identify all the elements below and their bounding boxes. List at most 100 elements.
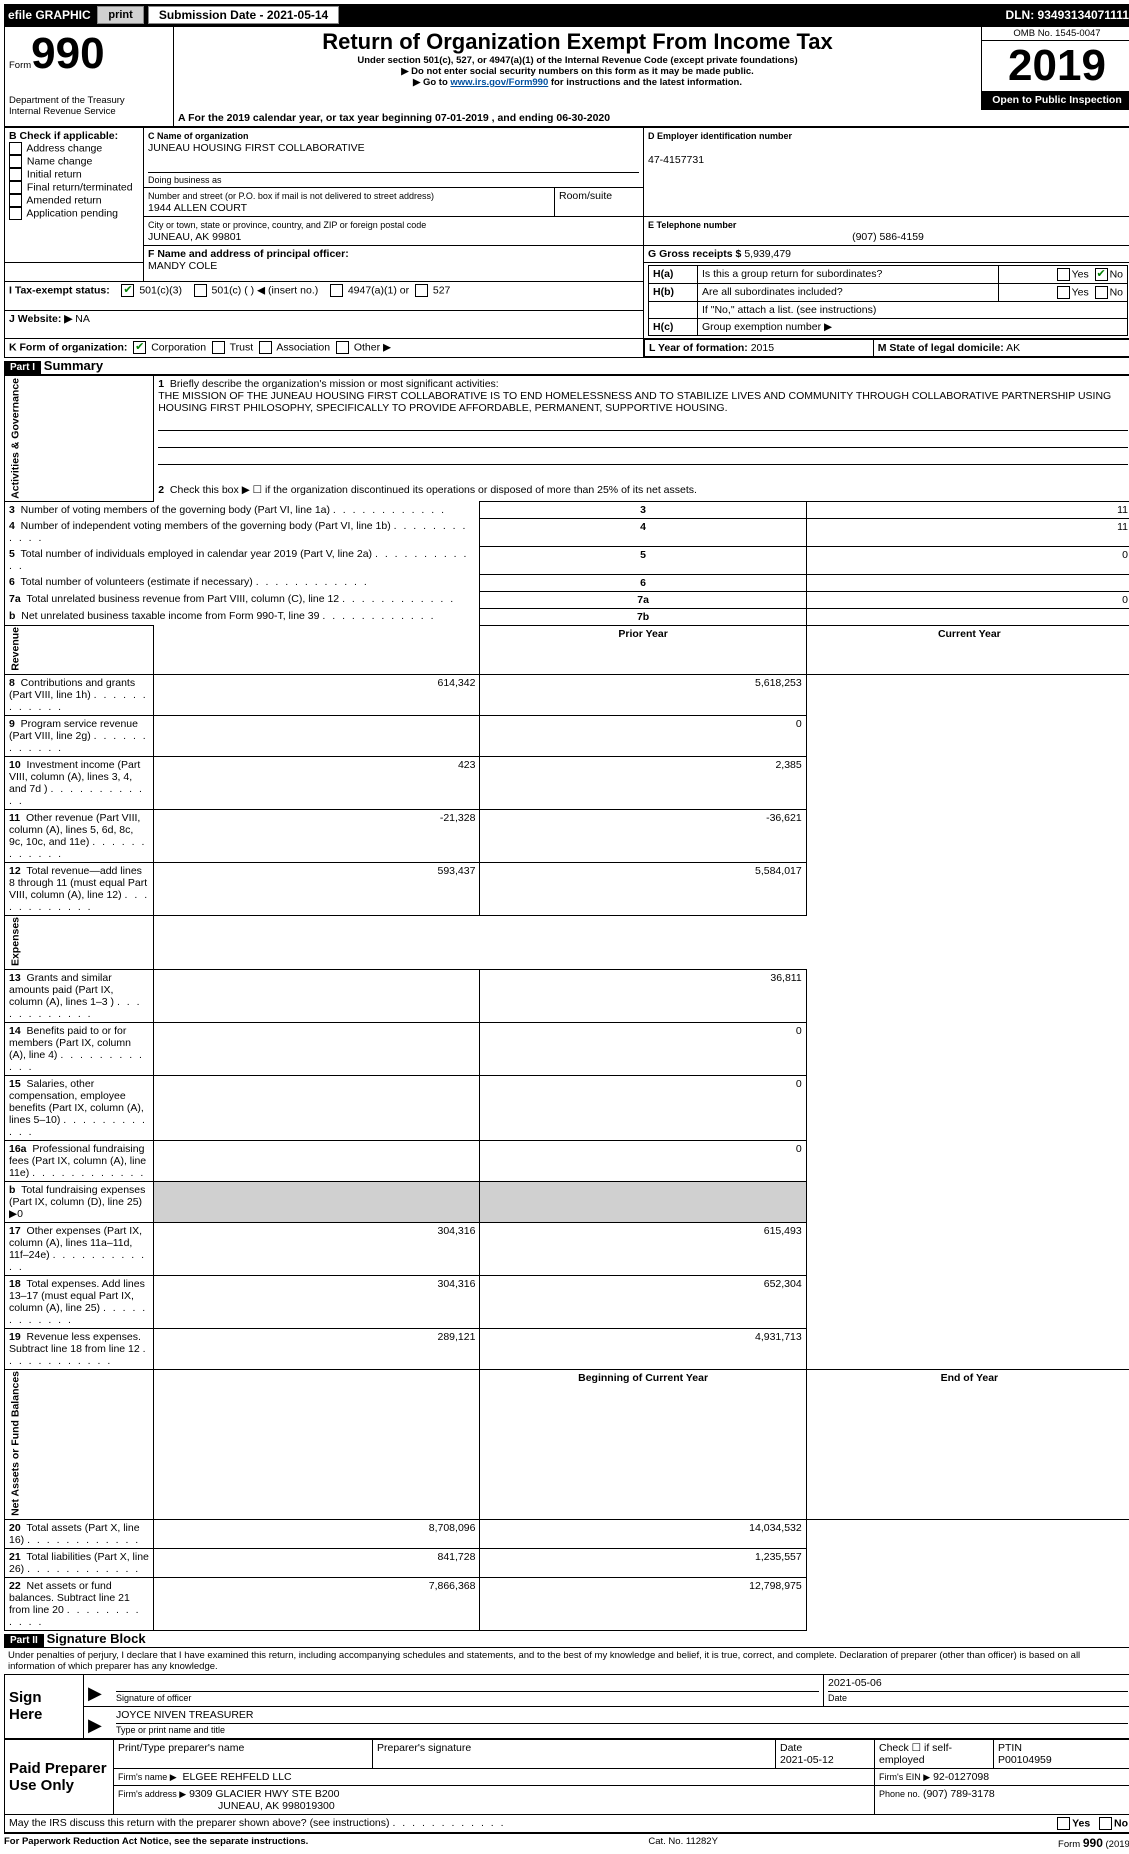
K-other-checkbox[interactable] [336,341,349,354]
B-option: Initial return [9,168,139,181]
A-mid: , and ending [492,112,557,124]
C-label: C Name of organization [148,131,249,141]
firm-addr2: JUNEAU, AK 998019300 [218,1800,335,1812]
revenue-row: 12 Total revenue—add lines 8 through 11 … [5,862,1129,915]
form-number: 990 [31,29,104,78]
net-row: 22 Net assets or fund balances. Subtract… [5,1577,1129,1630]
officer-title-label: Type or print name and title [116,1725,225,1735]
expense-row: b Total fundraising expenses (Part IX, c… [5,1181,1129,1222]
prep-name-label: Print/Type preparer's name [114,1739,373,1768]
exp-section-label: Expenses [9,918,21,967]
B-checkbox[interactable] [9,207,22,220]
L-label: L Year of formation: [649,342,748,354]
form-title: Return of Organization Exempt From Incom… [178,29,977,55]
K-corp-checkbox[interactable]: ✔ [133,341,146,354]
ptin-label: PTIN [998,1742,1022,1754]
I-4947-checkbox[interactable] [330,284,343,297]
org-name: JUNEAU HOUSING FIRST COLLABORATIVE [148,142,365,154]
F-name: MANDY COLE [148,260,217,272]
mission-text: THE MISSION OF THE JUNEAU HOUSING FIRST … [158,390,1111,414]
firm-ein-label: Firm's EIN ▶ [879,1772,930,1782]
discuss-yes-checkbox[interactable] [1057,1817,1070,1830]
B-option: Address change [9,142,139,155]
print-button[interactable]: print [97,6,143,24]
gov-row: b Net unrelated business taxable income … [5,608,1129,625]
firm-addr1: 9309 GLACIER HWY STE B200 [189,1788,339,1800]
paid-preparer-label: Paid Preparer Use Only [5,1739,114,1814]
L-value: 2015 [751,342,774,354]
street: 1944 ALLEN COURT [148,202,247,214]
discuss-no-checkbox[interactable] [1099,1817,1112,1830]
dba-label: Doing business as [148,172,639,185]
city-label: City or town, state or province, country… [148,220,426,230]
instr-2-post: for instructions and the latest informat… [548,77,742,88]
I-501c3-checkbox[interactable]: ✔ [121,284,134,297]
A-text: For the 2019 calendar year, or tax year … [188,112,435,124]
begin-year-header: Beginning of Current Year [480,1369,806,1519]
gov-row: 6 Total number of volunteers (estimate i… [5,574,1129,591]
revenue-row: 11 Other revenue (Part VIII, column (A),… [5,809,1129,862]
B-option: Final return/terminated [9,181,139,194]
partII-tag: Part II [4,1634,44,1647]
irs-link[interactable]: www.irs.gov/Form990 [450,77,548,88]
Hb-no-checkbox[interactable] [1095,286,1108,299]
firm-ein: 92-0127098 [933,1771,989,1783]
G-label: G Gross receipts $ [648,248,741,260]
Ha-yes-checkbox[interactable] [1057,268,1070,281]
cat-no: Cat. No. 11282Y [648,1836,718,1850]
gov-section-label: Activities & Governance [9,378,21,499]
B-checkbox[interactable] [9,194,22,207]
dept-label: Department of the Treasury Internal Reve… [9,95,169,117]
B-checkbox[interactable] [9,142,22,155]
Ha-prefix: H(a) [649,266,698,284]
expense-row: 17 Other expenses (Part IX, column (A), … [5,1222,1129,1275]
instr-2-pre: ▶ Go to [413,77,450,88]
firm-phone-label: Phone no. [879,1789,920,1799]
I-501c-checkbox[interactable] [194,284,207,297]
I-527-checkbox[interactable] [415,284,428,297]
street-label: Number and street (or P.O. box if mail i… [148,191,434,201]
B-label: B Check if applicable: [9,130,118,142]
efile-label: efile GRAPHIC [8,8,91,22]
prep-check-label: Check ☐ if self-employed [875,1739,994,1768]
instr-1: ▶ Do not enter social security numbers o… [178,66,977,77]
K-assoc-checkbox[interactable] [259,341,272,354]
prep-date-label: Date [780,1742,802,1754]
paperwork-notice: For Paperwork Reduction Act Notice, see … [4,1836,308,1850]
partII-title: Signature Block [47,1631,146,1646]
Ha-no-checkbox[interactable]: ✔ [1095,268,1108,281]
I-label: I Tax-exempt status: [9,285,110,297]
Hc-text: Group exemption number ▶ [698,319,1128,336]
prep-date: 2021-05-12 [780,1754,834,1766]
D-label: D Employer identification number [648,131,792,141]
firm-name-label: Firm's name ▶ [118,1772,177,1782]
A-begin: 07-01-2019 [435,112,489,124]
top-bar: efile GRAPHIC print Submission Date - 20… [4,4,1129,26]
header-table: Form990 Department of the Treasury Inter… [4,26,1129,127]
city: JUNEAU, AK 99801 [148,231,241,243]
B-checkbox[interactable] [9,181,22,194]
website: NA [75,313,90,325]
declaration: Under penalties of perjury, I declare th… [4,1648,1129,1674]
partI-table: Activities & Governance 1 Briefly descri… [4,375,1129,1631]
A-end: 06-30-2020 [556,112,610,124]
Ha-text: Is this a group return for subordinates? [698,266,999,284]
Hb-yes-checkbox[interactable] [1057,286,1070,299]
dln-label: DLN: [1006,8,1035,22]
end-year-header: End of Year [806,1369,1129,1519]
B-checkbox[interactable] [9,168,22,181]
ein: 47-4157731 [648,154,704,166]
form-subtitle: Under section 501(c), 527, or 4947(a)(1)… [178,55,977,66]
line1-label: Briefly describe the organization's miss… [170,378,499,390]
current-year-header: Current Year [806,625,1129,674]
expense-row: 18 Total expenses. Add lines 13–17 (must… [5,1275,1129,1328]
expense-row: 19 Revenue less expenses. Subtract line … [5,1328,1129,1369]
Hc-prefix: H(c) [649,319,698,336]
K-trust-checkbox[interactable] [212,341,225,354]
expense-row: 16a Professional fundraising fees (Part … [5,1140,1129,1181]
B-checkbox[interactable] [9,155,22,168]
sig-date: 2021-05-06 [828,1677,1128,1692]
G-value: 5,939,479 [744,248,791,260]
omb-number: OMB No. 1545-0047 [982,27,1129,41]
B-option: Amended return [9,194,139,207]
